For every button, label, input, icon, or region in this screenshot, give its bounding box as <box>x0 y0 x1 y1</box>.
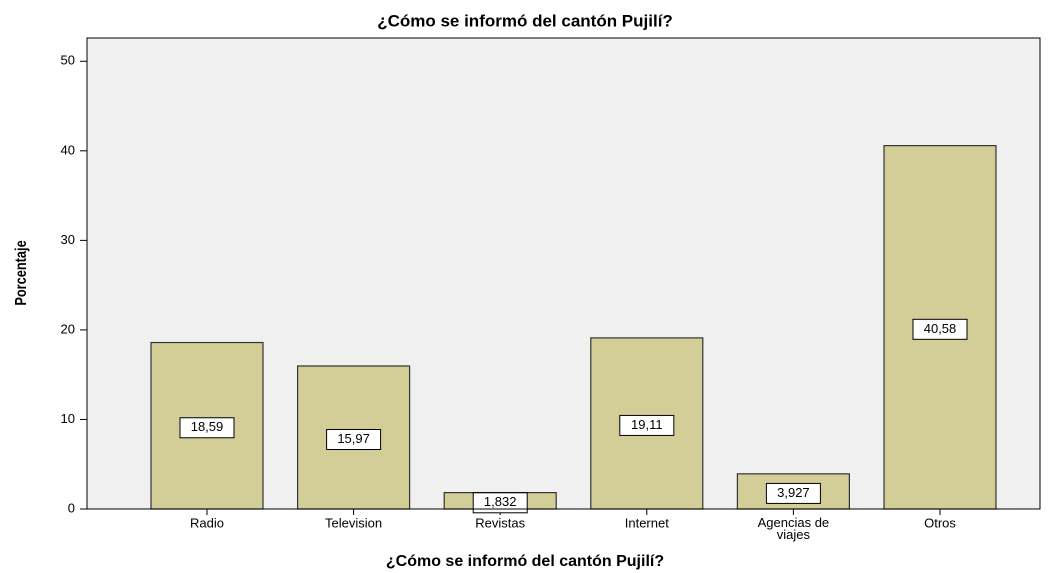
y-tick-label: 20 <box>61 321 75 336</box>
x-tick-label: Otros <box>924 515 956 530</box>
y-tick-label: 50 <box>61 53 75 68</box>
value-label-box <box>179 417 235 439</box>
value-label-box <box>912 318 968 340</box>
y-axis-title: Porcentaje <box>13 240 31 305</box>
x-tick-label: Television <box>325 515 382 530</box>
x-tick-label: Agencias de viajes <box>758 515 830 542</box>
value-label: 3,927 <box>777 485 810 500</box>
y-tick-label: 40 <box>61 142 75 157</box>
value-label: 1,832 <box>484 494 517 509</box>
y-tick-label: 10 <box>61 411 75 426</box>
x-tick-label: Revistas <box>475 515 525 530</box>
value-label-box <box>619 414 675 436</box>
value-label: 15,97 <box>337 431 370 446</box>
value-label: 19,11 <box>631 417 663 432</box>
value-label-box <box>765 482 821 504</box>
value-label: 18,59 <box>191 419 224 434</box>
value-label-box <box>326 428 382 450</box>
value-label: 40,58 <box>924 321 957 336</box>
value-label-box <box>472 492 528 514</box>
y-tick-label: 30 <box>61 232 75 247</box>
y-tick-label: 0 <box>68 500 75 515</box>
chart-title: ¿Cómo se informó del cantón Pujilí? <box>377 11 673 30</box>
x-tick-label: Radio <box>190 515 224 530</box>
x-tick-label: Internet <box>625 515 669 530</box>
x-axis-title: ¿Cómo se informó del cantón Pujilí? <box>386 553 664 570</box>
